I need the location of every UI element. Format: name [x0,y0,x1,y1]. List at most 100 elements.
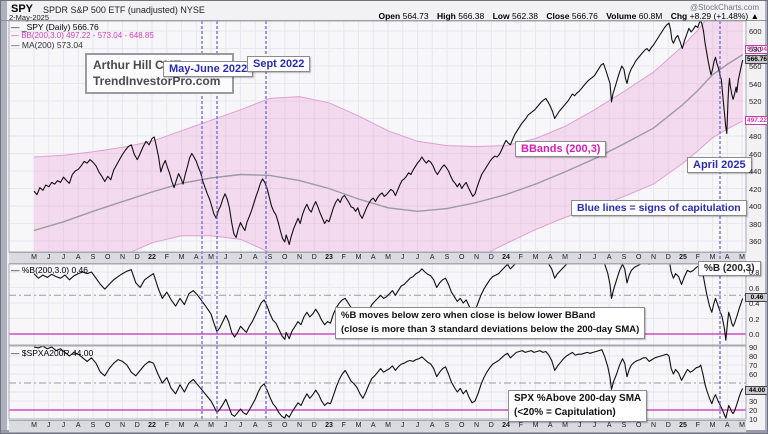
mid-date-axis-month-label: A [75,254,81,261]
price-axis-tick: 540 [749,79,762,89]
mid-date-axis-month-label: M [739,254,745,261]
date-axis-month-label: A [547,422,553,429]
date-axis-month-label: D [488,422,494,429]
mid-date-axis-month-label: D [311,254,317,261]
mid-date-axis-month-label: F [695,254,700,261]
mid-date-axis-month-label: F [341,254,346,261]
chart-date: 2-May-2025 [9,13,50,22]
legend-ma200: — MA(200) 573.04 [11,40,83,50]
open-value: 564.73 [402,11,429,21]
mid-date-axis-month-label: A [547,254,553,261]
author-site: TrendInvestorPro.com [93,73,221,88]
annotation-bbands: BBands (200,3) [515,141,607,157]
date-axis-month-label: J [61,422,66,429]
axis-box-close-value: 566.76 [745,55,767,64]
mid-date-axis-month-label: M [532,254,539,261]
spxa200r-note-line1: SPX %Above 200-day SMA [514,393,642,404]
spxa200r-axis-tick: 70 [749,361,758,370]
price-axis-tick: 600 [749,27,762,36]
mid-date-axis-month-label: J [47,254,51,261]
date-axis-month-label: D [311,422,317,429]
date-axis-month-label: 22 [148,422,156,429]
percent-b-note-line1: %B moves below zero when close is below … [341,310,596,321]
legend-spxa200r: — $SPXA200R 44.00 [11,348,94,358]
mid-date-axis-month-label: A [252,254,258,261]
low-value: 562.38 [511,11,538,21]
mid-date-axis-month-label: N [473,254,480,261]
mid-date-axis-month-label: M [355,254,362,261]
percent-b-axis-tick: 0.8 [749,268,760,277]
mid-date-axis-month-label: D [665,254,671,261]
spxa200r-axis-tick: 30 [749,397,758,406]
date-axis-month-label: O [282,422,288,429]
mid-date-axis-month-label: N [119,254,126,261]
mid-date-axis-month-label: D [134,254,140,261]
low-label: Low [492,11,510,21]
date-axis-month-label: J [592,422,597,429]
mid-date-axis-month-label: 24 [502,254,510,261]
date-axis-month-label: M [709,422,716,429]
annotation-may-june-2022: May-June 2022 [163,61,254,77]
mid-date-axis-month-label: M [385,254,391,261]
date-axis-month-label: A [724,422,730,429]
date-axis-month-label: A [429,422,435,429]
date-axis-month-label: D [134,422,140,429]
mid-date-axis-month-label: 22 [148,254,156,261]
date-axis-month-label: J [401,422,405,429]
chg-value: +8.29 (+1.48%) ▲ [689,11,759,21]
mid-date-axis-month-label: A [606,254,612,261]
close-label: Close [546,11,570,21]
open-label: Open [378,11,401,21]
percent-b-axis-tick: 0.4 [749,299,760,308]
mid-date-axis-month-label: A [193,254,199,261]
mid-date-axis-month-label: M [178,254,185,261]
date-axis-month-label: S [267,422,273,429]
date-axis-month-label: M [178,422,185,429]
percent-b-axis-tick: 0.6 [749,283,760,293]
mid-date-axis-month-label: S [621,254,627,261]
date-axis-month-label: M [355,422,362,429]
mid-date-axis-month-label: M [709,254,716,261]
mid-date-axis-month-label: O [282,254,288,261]
date-axis-month-label: A [252,422,258,429]
date-axis-month-label: M [739,422,745,429]
date-axis-month-label: M [562,422,568,429]
spxa200r-axis-tick: 80 [749,352,758,361]
percent-b-note-line2: (close is more than 3 standard deviation… [341,323,640,335]
price-axis-tick: 380 [749,219,762,229]
mid-date-axis-month-label: F [518,254,523,261]
price-axis-tick: 560 [749,62,762,71]
price-axis-tick: 480 [749,132,762,141]
ticker-symbol: SPY [11,3,34,15]
mid-date-axis-month-label: A [724,254,730,261]
mid-date-axis-month-label: N [296,254,303,261]
date-axis-month-label: S [90,422,96,429]
mid-date-axis-month-label: A [370,254,376,261]
date-axis-month-label: M [385,422,391,429]
axis-box-ma-value: 573.04 [745,45,767,54]
price-axis-tick: 520 [749,97,762,106]
legend-percent-b: — %B(200,3.0) 0.46 [11,265,89,275]
spxa200r-axis-tick: 20 [749,406,758,415]
date-axis-month-label: F [695,422,700,429]
date-axis-month-label: N [650,422,657,429]
date-axis-month-label: 24 [502,422,510,429]
date-axis-month-label: O [459,422,465,429]
date-axis-month-label: 23 [325,422,333,429]
mid-date-axis-month-label: S [444,254,450,261]
date-axis-month-label: S [621,422,627,429]
date-axis-month-label: D [665,422,671,429]
date-axis-month-label: F [164,422,169,429]
mid-date-axis-month-label: J [61,254,66,261]
high-value: 566.38 [458,11,485,21]
mid-date-axis-month-label: D [488,254,494,261]
spxa200r-note-line2: (<20% = Capitulation) [514,407,616,418]
annotation-sept-2022: Sept 2022 [247,56,311,72]
mid-date-axis-month-label: S [267,254,273,261]
axis-box-lower-band-value: 497.22 [745,116,767,125]
date-axis-month-label: M [532,422,539,429]
date-axis-month-label: A [606,422,612,429]
axis-box-spxa200r-value: 44.00 [745,386,767,395]
mid-date-axis-month-label: S [90,254,96,261]
